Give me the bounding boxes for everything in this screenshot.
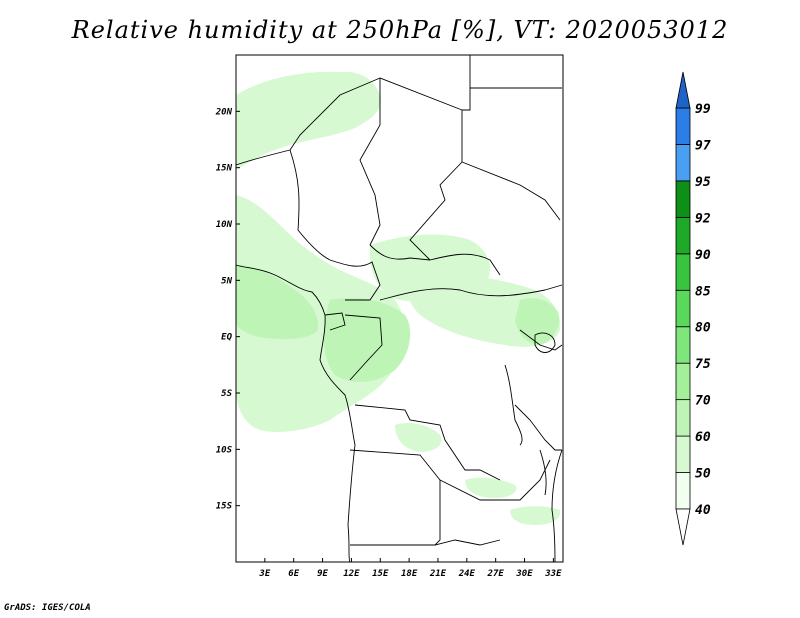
colorbar-box: [675, 472, 691, 510]
colorbar-level-label: 99: [695, 102, 711, 117]
country-borders: [235, 55, 563, 563]
y-axis: 20N 15N 10N 5N EQ 5S 10S 15S: [215, 107, 240, 512]
colorbar-box: [675, 399, 691, 437]
shade-zambia: [465, 477, 517, 498]
x-tick-label: 15E: [372, 569, 389, 579]
border-car: [369, 244, 501, 276]
colorbar-level-label: 60: [695, 430, 711, 445]
colorbar-level-label: 85: [695, 284, 711, 299]
colorbar-box: [675, 107, 691, 145]
border-sahel: [235, 77, 381, 246]
x-tick-label: 24E: [458, 569, 476, 579]
colorbar-level-label: 97: [695, 138, 711, 153]
colorbar-box: [675, 435, 691, 473]
shade-central: [323, 298, 411, 382]
colorbar-max-arrow: [675, 71, 691, 109]
x-tick-label: 30E: [515, 569, 533, 579]
colorbar-box: [675, 253, 691, 291]
grads-footer: GrADS: IGES/COLA: [4, 603, 91, 613]
colorbar-box: [675, 180, 691, 218]
humidity-shading: [236, 71, 561, 525]
border-tanzania: [514, 404, 562, 451]
colorbar-level-label: 92: [695, 211, 711, 226]
x-tick-label: 27E: [487, 569, 505, 579]
shade-lake-victoria: [515, 298, 560, 345]
colorbar-box: [675, 362, 691, 401]
y-tick-label: EQ: [221, 333, 232, 343]
border-drc-west: [344, 314, 383, 381]
border-gabon: [324, 312, 346, 331]
colorbar-min-arrow: [675, 508, 691, 546]
border-uganda-kenya: [519, 329, 563, 351]
x-tick-label: 21E: [429, 569, 447, 579]
colorbar-box: [675, 216, 691, 255]
shade-guinea-gulf: [236, 265, 319, 340]
shade-sahel-band: [236, 71, 381, 170]
border-drc-south: [354, 404, 501, 481]
map-title: Relative humidity at 250hPa [%], VT: 202…: [71, 16, 729, 44]
border-nigeria: [289, 149, 331, 261]
y-tick-label: 15S: [216, 502, 233, 512]
colorbar-labels: 40 50 60 70 75 80 85 90 92 95 97 99: [695, 102, 711, 518]
coastline-west: [235, 264, 356, 563]
colorbar-level-label: 50: [695, 467, 711, 482]
border-ethiopia: [461, 161, 561, 221]
colorbar-level-label: 90: [695, 248, 711, 263]
border-namibia: [350, 539, 501, 546]
colorbar-level-label: 75: [695, 357, 711, 372]
x-tick-label: 9E: [317, 569, 328, 579]
border-zambia: [439, 459, 551, 501]
y-tick-label: 5S: [221, 389, 232, 399]
map-frame: [235, 54, 564, 563]
y-tick-label: 10S: [216, 445, 233, 455]
x-tick-label: 6E: [288, 569, 299, 579]
x-tick-label: 18E: [401, 569, 418, 579]
x-tick-label: 12E: [343, 569, 360, 579]
y-tick-label: 15N: [216, 164, 233, 174]
shade-angola: [395, 423, 442, 452]
lake-malawi: [539, 449, 547, 496]
colorbar-level-label: 40: [695, 503, 711, 518]
colorbar-box: [675, 326, 691, 364]
y-tick-label: 20N: [215, 107, 233, 117]
colorbar-box: [675, 289, 691, 328]
lake-victoria: [534, 332, 556, 353]
shade-southeast: [510, 506, 561, 525]
x-axis: 3E 6E 9E 12E 15E 18E 21E 24E 27E 30E 33E: [258, 558, 562, 579]
colorbar-level-label: 95: [695, 175, 711, 190]
border-cameroon: [329, 259, 381, 301]
y-tick-label: 5N: [221, 276, 232, 286]
y-tick-label: 10N: [216, 220, 233, 230]
border-egypt: [462, 55, 471, 111]
coastline-east: [551, 449, 563, 563]
colorbar-boxes: [675, 71, 691, 546]
x-tick-label: 3E: [258, 569, 270, 579]
colorbar-box: [675, 144, 691, 182]
colorbar-level-label: 70: [695, 394, 711, 409]
x-tick-label: 33E: [544, 569, 562, 579]
border-drc-north: [379, 284, 563, 301]
lake-tanganyika: [504, 364, 523, 446]
colorbar-level-label: 80: [695, 321, 711, 336]
